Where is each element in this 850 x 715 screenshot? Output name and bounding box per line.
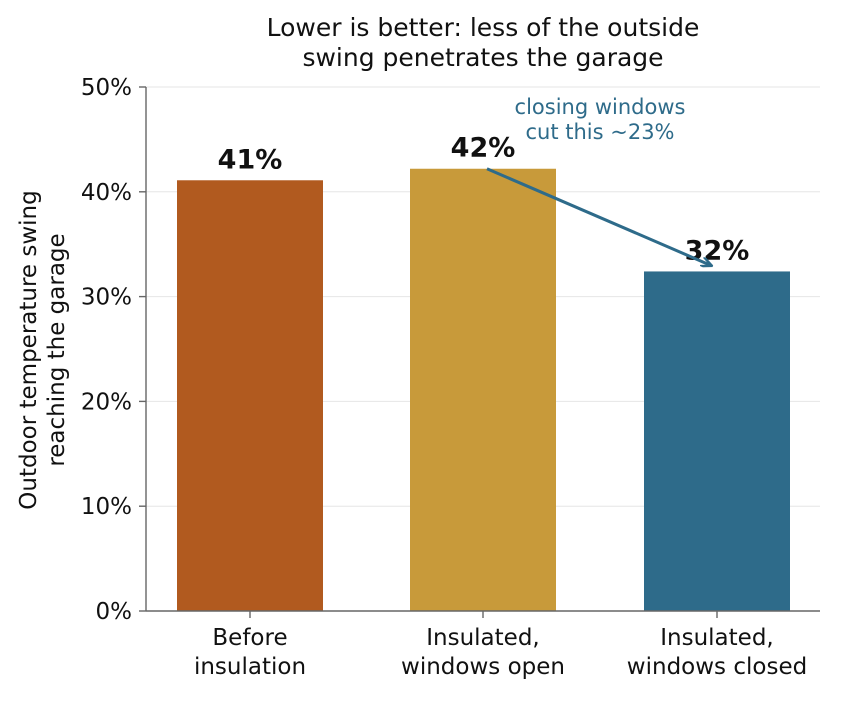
bar-value-label: 41% [218,144,283,175]
bar [644,271,790,611]
x-tick-label: windows open [401,654,565,680]
y-tick-label: 40% [81,180,132,206]
value-labels: 41% 42% 32% [218,133,750,267]
y-tick-label: 20% [81,389,132,415]
x-ticks: Before insulation Insulated, windows open In… [194,611,807,680]
y-tick-label: 30% [81,285,132,311]
y-axis-label-line-1: Outdoor temperature swing [16,190,42,509]
bars [177,168,790,611]
bar-value-label: 42% [451,133,516,164]
bar [177,180,323,611]
y-tick-label: 50% [81,75,132,101]
chart-title-line-2: swing penetrates the garage [302,43,663,72]
y-axis-label: Outdoor temperature swing reaching the g… [16,190,70,509]
annotation-line-2: cut this ~23% [525,120,674,144]
x-tick-label: windows closed [627,654,807,680]
annotation-arrow [486,167,711,266]
y-tick-label: 0% [96,599,133,625]
annotation-line-1: closing windows [515,95,686,119]
x-tick-label: Insulated, [660,625,773,651]
chart-title-line-1: Lower is better: less of the outside [267,13,700,42]
x-tick-label: Insulated, [426,625,539,651]
y-axis-label-line-2: reaching the garage [44,233,70,466]
x-tick-label: Before [212,625,287,651]
y-tick-label: 10% [81,494,132,520]
bar [410,168,556,611]
y-ticks: 0% 10% 20% 30% 40% 50% [81,75,146,625]
x-tick-label: insulation [194,654,306,680]
bar-value-label: 32% [685,235,750,266]
